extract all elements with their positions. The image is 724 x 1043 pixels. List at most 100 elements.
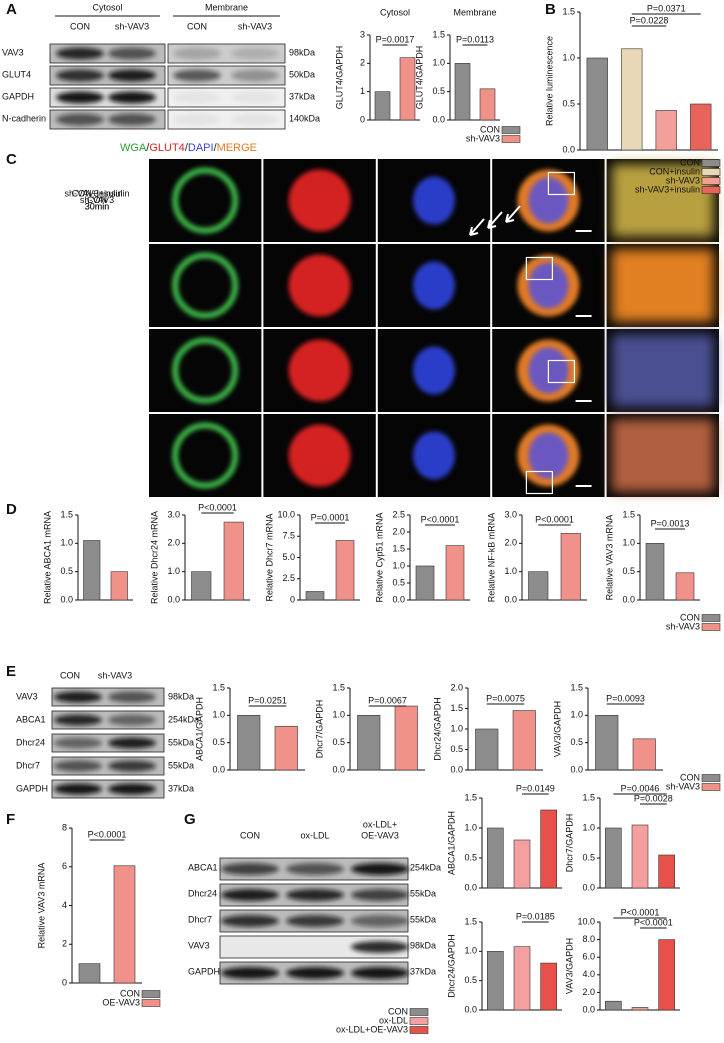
label: 55kDa: [410, 888, 436, 898]
y-tick-label: 0.0: [582, 882, 595, 892]
p-value: P=0.0067: [368, 695, 407, 705]
y-tick-label: 4.0: [582, 969, 595, 979]
glut4: [288, 169, 351, 232]
label: CON: [87, 195, 107, 205]
band: [351, 941, 409, 953]
band: [54, 691, 102, 703]
bar: [528, 571, 549, 601]
y-tick-label: 2.0: [582, 987, 595, 997]
label: Dhcr7: [16, 760, 40, 770]
blot-group: Membrane: [205, 2, 248, 12]
y-tick-label: 1.0: [504, 566, 517, 576]
band: [173, 113, 221, 126]
label: 140kDa: [289, 113, 320, 123]
y-tick-label: 1.0: [167, 566, 180, 576]
panel-letter: F: [6, 811, 15, 828]
merge-n: [528, 432, 569, 479]
label: CON: [60, 670, 80, 680]
y-tick-label: 0.0: [504, 594, 517, 604]
label: 55kDa: [168, 760, 194, 770]
band: [56, 113, 104, 126]
legend-label: ox-LDL: [379, 1015, 408, 1025]
bar: [78, 963, 101, 984]
y-tick-label: 1.0: [432, 58, 445, 68]
y-axis-label: VAV3/GAPDH: [564, 938, 574, 994]
panel-letter: B: [545, 1, 556, 18]
y-axis-label: Dhcr24/GAPDH: [446, 934, 456, 998]
band: [108, 714, 156, 726]
band: [286, 967, 344, 979]
y-axis-label: GLUT4/GAPDH: [334, 46, 344, 110]
y-tick-label: 0.5: [392, 577, 405, 587]
y-tick-label: 1.0: [464, 822, 477, 832]
y-axis-label: Dhcr7/GAPDH: [314, 700, 324, 759]
label: CON: [187, 21, 207, 31]
bar: [374, 91, 391, 121]
y-tick-label: 0.0: [582, 1004, 595, 1014]
y-tick-label: 0.5: [450, 744, 463, 754]
bar: [675, 572, 695, 601]
panel-letter: A: [6, 1, 17, 18]
label: 37kDa: [168, 783, 194, 793]
glut4: [288, 424, 351, 487]
header-part: /: [214, 142, 218, 154]
y-tick-label: 10.0: [277, 509, 295, 519]
label: GAPDH: [2, 91, 34, 101]
label: 55kDa: [410, 914, 436, 924]
y-tick-label: 2.0: [504, 538, 517, 548]
y-tick-label: 1.0: [392, 560, 405, 570]
dapi: [413, 176, 455, 225]
bar: [487, 827, 504, 889]
label: sh-VAV3: [98, 670, 132, 680]
label: 37kDa: [289, 91, 315, 101]
header-part: DAPI: [188, 142, 214, 154]
bar: [513, 946, 531, 1011]
bar: [595, 715, 619, 771]
y-axis-label: ABCA1/GAPDH: [446, 811, 456, 875]
band: [221, 915, 279, 927]
y-tick-label: 1.0: [622, 538, 635, 548]
y-tick-label: 3.0: [167, 509, 180, 519]
y-tick-label: 1.5: [450, 703, 463, 713]
dapi: [413, 261, 455, 310]
y-tick-label: 0.0: [392, 594, 405, 604]
label: 37kDa: [410, 966, 436, 976]
label: GAPDH: [16, 783, 48, 793]
band: [54, 737, 102, 749]
y-axis-label: Relative VAV3 mRNA: [604, 515, 614, 601]
y-tick-label: 2.0: [450, 682, 463, 692]
legend-label: CON: [680, 612, 700, 622]
band: [231, 69, 279, 82]
y-tick-label: 1: [360, 86, 365, 96]
y-tick-label: 0.5: [562, 98, 575, 108]
header-part: /: [185, 142, 189, 154]
zoom: [611, 419, 714, 492]
label: 254kDa: [410, 862, 441, 872]
legend-label: sh-VAV3: [666, 621, 700, 631]
bar: [621, 48, 643, 151]
y-tick-label: 0.0: [332, 764, 345, 774]
legend-swatch: [701, 159, 721, 167]
p-value: P<0.0001: [421, 514, 460, 524]
p-value: P=0.0001: [311, 512, 350, 522]
y-tick-label: 2.0: [392, 526, 405, 536]
legend-label: CON: [480, 124, 500, 134]
y-tick-label: 2.5: [392, 509, 405, 519]
bar: [357, 715, 381, 771]
bar: [658, 854, 675, 889]
y-tick-label: 1.5: [332, 682, 345, 692]
band: [173, 47, 221, 60]
band: [108, 783, 156, 795]
header-part: MERGE: [217, 142, 257, 154]
y-tick-label: 8: [62, 822, 67, 832]
bar: [274, 725, 298, 771]
band: [286, 863, 344, 875]
band: [108, 69, 156, 82]
band: [351, 915, 409, 927]
bar: [632, 738, 656, 771]
band: [231, 113, 279, 126]
y-tick-label: 0.0: [464, 1004, 477, 1014]
legend-label: CON: [120, 988, 140, 998]
bar: [540, 962, 557, 1011]
y-tick-label: 0.5: [570, 737, 583, 747]
